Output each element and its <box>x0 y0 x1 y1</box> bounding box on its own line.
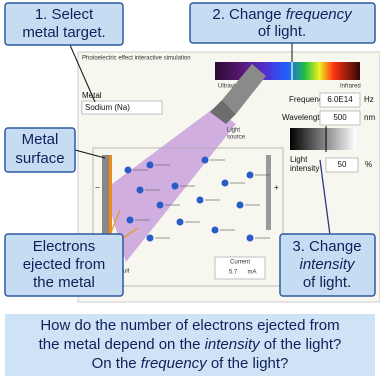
pointer <box>319 159 331 236</box>
current-box <box>214 256 266 280</box>
plus-sign: + <box>274 183 279 192</box>
callout-text: ejected from <box>23 256 106 273</box>
electron <box>221 179 229 187</box>
circuit-label: suit <box>120 269 130 275</box>
electron <box>124 166 132 174</box>
metal-value: Sodium (Na) <box>85 103 130 112</box>
pointer <box>109 209 121 236</box>
spectrum-right: Infrared <box>340 84 361 90</box>
intensity-value: 50 <box>338 160 347 169</box>
callout-text: Electrons <box>33 238 96 255</box>
electron <box>146 161 154 169</box>
minus-sign: − <box>95 183 100 192</box>
callout-text: 3. Change <box>292 238 361 255</box>
wavelength-value: 500 <box>333 113 347 122</box>
question-text: On the frequency of the light? <box>92 355 289 372</box>
electron <box>136 186 144 194</box>
electron <box>201 156 209 164</box>
electrons <box>124 156 270 242</box>
callout-text: Metal <box>22 131 59 148</box>
metal-dropdown[interactable] <box>81 100 163 115</box>
callout-text: frequency <box>286 6 353 23</box>
electron <box>211 226 219 234</box>
question-text: intensity <box>205 336 262 353</box>
frequency-value: 6.0E14 <box>327 95 353 104</box>
callout-box <box>4 233 124 297</box>
sim-title: Photoelectric effect interactive simulat… <box>82 56 191 62</box>
question-text: the metal depend on the <box>39 336 205 353</box>
light-source-label: Light <box>227 128 240 134</box>
electron <box>171 182 179 190</box>
lamp-head <box>210 100 236 124</box>
pointer <box>69 44 96 103</box>
electron <box>126 216 134 224</box>
callout-box <box>4 2 124 46</box>
intensity-label: intensity <box>290 164 319 173</box>
current-unit: mA <box>248 270 257 276</box>
electron <box>146 234 154 242</box>
question-text: On the <box>92 355 141 372</box>
callout-text: metal target. <box>22 24 105 41</box>
frequency-input[interactable] <box>319 92 361 108</box>
question-text: How do the number of electrons ejected f… <box>40 317 339 334</box>
callout-text: surface <box>15 150 64 167</box>
electron <box>246 171 254 179</box>
wavelength-label: Wavelength <box>282 113 324 122</box>
metal-plate <box>102 155 110 235</box>
electron <box>176 218 184 226</box>
current-value: 5.7 <box>229 270 238 276</box>
question-text: of the light? <box>207 355 289 372</box>
electron <box>156 201 164 209</box>
callout-text: of light. <box>258 23 306 40</box>
electron <box>196 196 204 204</box>
question-box <box>5 314 375 376</box>
frequency-label: Frequency <box>289 95 327 104</box>
callout-text: the metal <box>33 274 95 291</box>
metal-surface <box>109 155 112 235</box>
callout-box <box>189 2 376 44</box>
callout-box <box>4 127 76 173</box>
electron <box>236 201 244 209</box>
spectrum-bar[interactable] <box>215 62 360 80</box>
light-beam <box>104 108 236 262</box>
light-source-label: source <box>227 135 246 141</box>
collector-plate <box>266 155 271 230</box>
pointer <box>74 149 106 159</box>
question-text: the metal depend on the intensity of the… <box>39 336 342 353</box>
question-text: of the light? <box>260 336 342 353</box>
current-label: Current <box>230 260 250 266</box>
callout-text: 2. Change <box>212 6 285 23</box>
spectrum-left: Ultraviolet <box>218 84 245 90</box>
circuit-wire <box>92 147 284 287</box>
callout-text: intensity <box>299 256 356 273</box>
wavelength-unit: nm <box>364 113 375 122</box>
frequency-unit: Hz <box>364 95 374 104</box>
intensity-bar[interactable] <box>290 128 356 150</box>
lamp <box>222 64 266 114</box>
intensity-label: Light <box>290 155 308 164</box>
intensity-unit: % <box>365 160 372 169</box>
question-text: frequency <box>141 355 208 372</box>
electron <box>246 234 254 242</box>
callout-box <box>279 233 376 297</box>
intensity-input[interactable] <box>325 157 359 173</box>
callout-text: of light. <box>303 274 351 291</box>
wavelength-input[interactable] <box>319 110 361 126</box>
callout-text: 1. Select <box>35 6 94 23</box>
callout-text: 2. Change frequency <box>212 6 353 23</box>
